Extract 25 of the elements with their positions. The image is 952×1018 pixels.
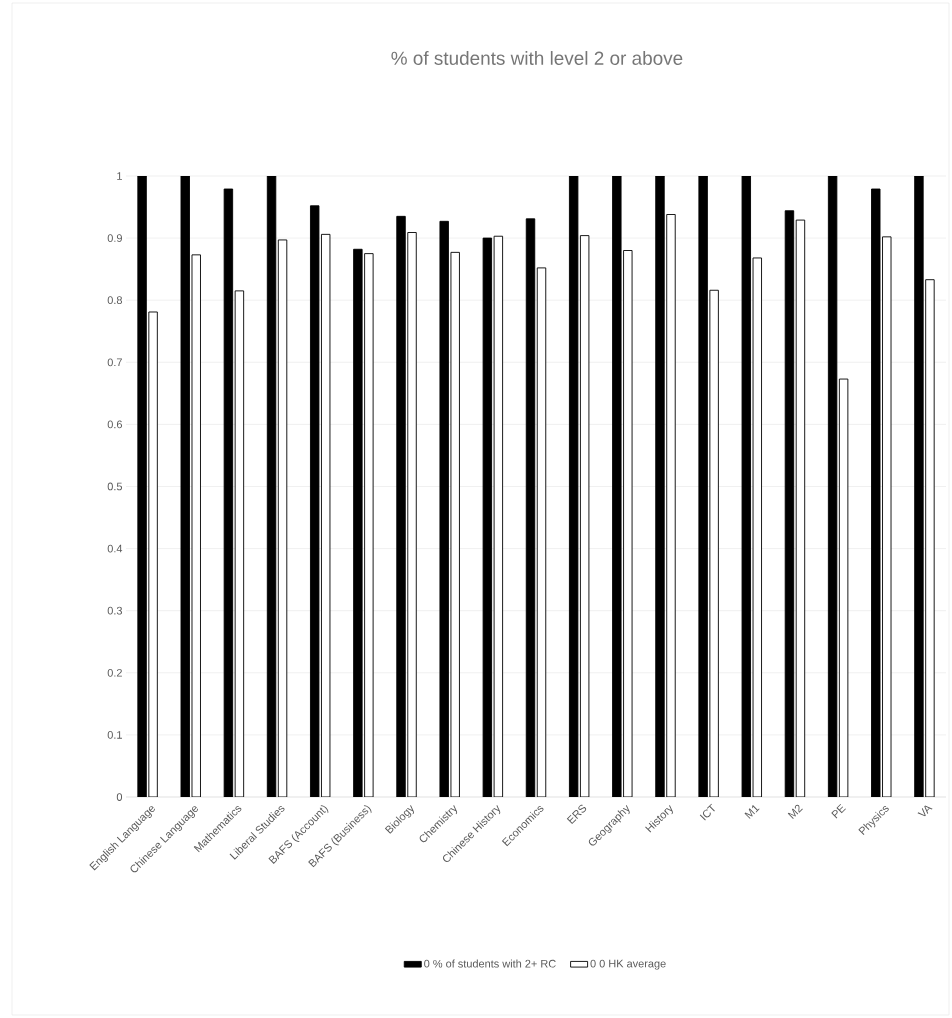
y-tick-label: 0.7 xyxy=(107,358,122,367)
x-tick-label: PE xyxy=(831,803,846,819)
y-tick-label: 0.8 xyxy=(107,296,122,305)
x-tick-label: ICT xyxy=(699,803,715,821)
y-tick-label: 0.1 xyxy=(107,731,122,739)
y-tick-label: 0.5 xyxy=(107,482,123,491)
x-tick-label: M1 xyxy=(744,805,760,819)
bar xyxy=(525,218,536,797)
y-tick-label: 0.3 xyxy=(107,606,122,615)
chart-title: % of students with level 2 or above xyxy=(391,51,683,65)
y-tick-label: 0.2 xyxy=(107,668,122,677)
y-tick-label: 0.4 xyxy=(107,544,123,553)
y-tick-label: 0.6 xyxy=(107,420,122,429)
y-tick-label: 0 xyxy=(116,793,123,801)
y-tick-label: 0.9 xyxy=(107,234,122,242)
x-tick-label: M2 xyxy=(787,804,803,819)
y-tick-label: 1 xyxy=(117,172,122,180)
bar xyxy=(784,210,795,797)
x-tick-label: VA xyxy=(917,805,933,817)
bar xyxy=(266,175,277,797)
bar xyxy=(795,219,806,797)
legend-label: 0 % of students with 2+ RC xyxy=(424,959,556,968)
legend-label: 0 0 HK average xyxy=(590,959,666,970)
bar xyxy=(536,267,547,797)
bar xyxy=(277,239,288,797)
